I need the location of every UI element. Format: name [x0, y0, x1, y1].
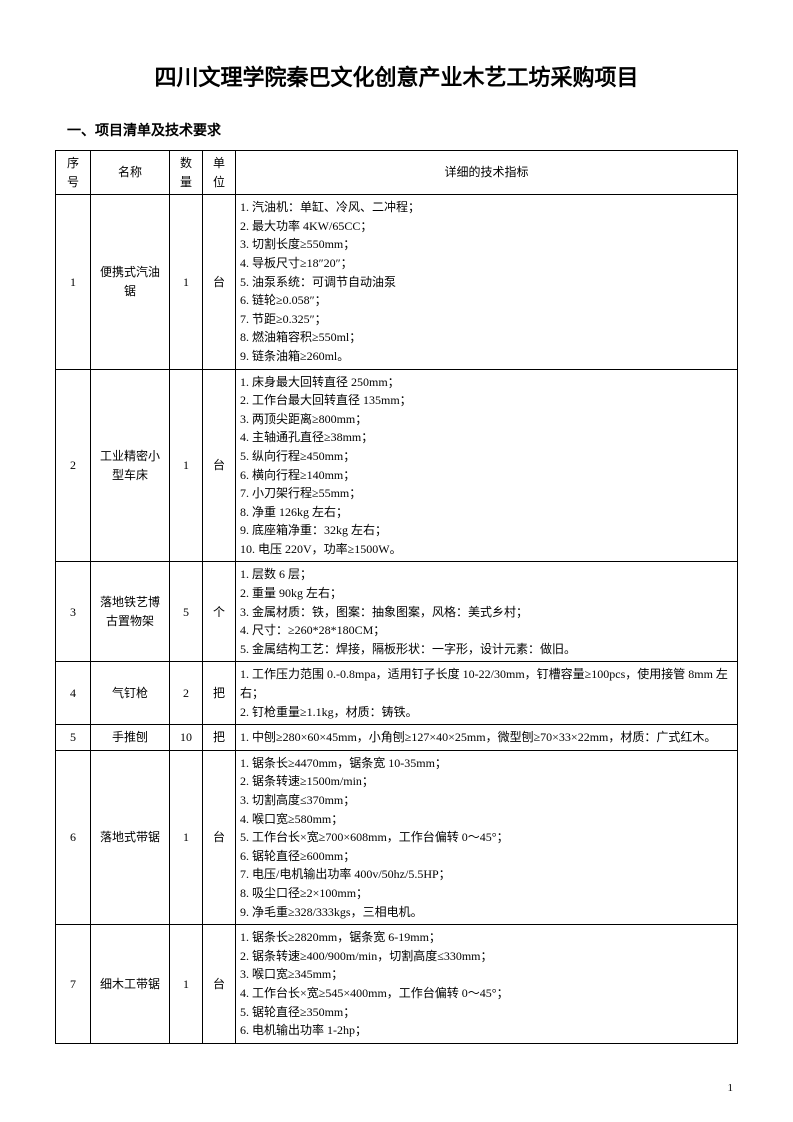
- cell-qty: 1: [170, 925, 203, 1044]
- spec-line: 2. 锯条转速≥400/900m/min，切割高度≤330mm；: [240, 947, 733, 966]
- spec-line: 5. 锯轮直径≥350mm；: [240, 1003, 733, 1022]
- cell-qty: 10: [170, 725, 203, 751]
- table-row: 7细木工带锯1台1. 锯条长≥2820mm，锯条宽 6-19mm；2. 锯条转速…: [56, 925, 738, 1044]
- spec-line: 6. 链轮≥0.058″；: [240, 291, 733, 310]
- cell-unit: 台: [203, 925, 236, 1044]
- spec-line: 3. 喉口宽≥345mm；: [240, 965, 733, 984]
- spec-line: 7. 小刀架行程≥55mm；: [240, 484, 733, 503]
- cell-unit: 台: [203, 750, 236, 924]
- spec-line: 1. 锯条长≥2820mm，锯条宽 6-19mm；: [240, 928, 733, 947]
- spec-line: 3. 金属材质：铁，图案：抽象图案，风格：美式乡村；: [240, 603, 733, 622]
- spec-line: 2. 钉枪重量≥1.1kg，材质：铸铁。: [240, 703, 733, 722]
- document-title: 四川文理学院秦巴文化创意产业木艺工坊采购项目: [55, 60, 738, 92]
- cell-seq: 2: [56, 369, 91, 562]
- spec-line: 8. 吸尘口径≥2×100mm；: [240, 884, 733, 903]
- cell-seq: 5: [56, 725, 91, 751]
- header-spec: 详细的技术指标: [236, 151, 738, 195]
- cell-name: 落地式带锯: [91, 750, 170, 924]
- cell-seq: 7: [56, 925, 91, 1044]
- spec-line: 4. 主轴通孔直径≥38mm；: [240, 428, 733, 447]
- cell-seq: 6: [56, 750, 91, 924]
- spec-line: 4. 工作台长×宽≥545×400mm，工作台偏转 0～45°；: [240, 984, 733, 1003]
- cell-name: 落地铁艺博古置物架: [91, 562, 170, 662]
- cell-name: 便携式汽油锯: [91, 195, 170, 369]
- table-row: 1便携式汽油锯1台1. 汽油机：单缸、冷风、二冲程；2. 最大功率 4KW/65…: [56, 195, 738, 369]
- cell-qty: 2: [170, 662, 203, 725]
- spec-table: 序 号 名称 数 量 单 位 详细的技术指标 1便携式汽油锯1台1. 汽油机：单…: [55, 150, 738, 1044]
- table-header-row: 序 号 名称 数 量 单 位 详细的技术指标: [56, 151, 738, 195]
- header-seq: 序 号: [56, 151, 91, 195]
- spec-line: 7. 节距≥0.325″；: [240, 310, 733, 329]
- cell-spec: 1. 床身最大回转直径 250mm；2. 工作台最大回转直径 135mm；3. …: [236, 369, 738, 562]
- spec-line: 2. 重量 90kg 左右；: [240, 584, 733, 603]
- cell-name: 细木工带锯: [91, 925, 170, 1044]
- table-row: 6落地式带锯1台1. 锯条长≥4470mm，锯条宽 10-35mm；2. 锯条转…: [56, 750, 738, 924]
- spec-line: 3. 切割高度≤370mm；: [240, 791, 733, 810]
- cell-name: 手推刨: [91, 725, 170, 751]
- cell-spec: 1. 汽油机：单缸、冷风、二冲程；2. 最大功率 4KW/65CC；3. 切割长…: [236, 195, 738, 369]
- cell-spec: 1. 工作压力范围 0.-0.8mpa，适用钉子长度 10-22/30mm，钉槽…: [236, 662, 738, 725]
- table-row: 5手推刨10把1. 中刨≥280×60×45mm，小角刨≥127×40×25mm…: [56, 725, 738, 751]
- spec-line: 1. 汽油机：单缸、冷风、二冲程；: [240, 198, 733, 217]
- spec-line: 3. 两顶尖距离≥800mm；: [240, 410, 733, 429]
- cell-seq: 3: [56, 562, 91, 662]
- cell-spec: 1. 中刨≥280×60×45mm，小角刨≥127×40×25mm，微型刨≥70…: [236, 725, 738, 751]
- spec-line: 5. 金属结构工艺：焊接，隔板形状：一字形，设计元素：做旧。: [240, 640, 733, 659]
- cell-unit: 把: [203, 662, 236, 725]
- table-row: 2工业精密小型车床1台1. 床身最大回转直径 250mm；2. 工作台最大回转直…: [56, 369, 738, 562]
- cell-unit: 台: [203, 369, 236, 562]
- spec-line: 2. 工作台最大回转直径 135mm；: [240, 391, 733, 410]
- spec-line: 6. 横向行程≥140mm；: [240, 466, 733, 485]
- spec-line: 7. 电压/电机输出功率 400v/50hz/5.5HP；: [240, 865, 733, 884]
- spec-line: 1. 层数 6 层；: [240, 565, 733, 584]
- spec-line: 1. 床身最大回转直径 250mm；: [240, 373, 733, 392]
- cell-seq: 4: [56, 662, 91, 725]
- spec-line: 6. 锯轮直径≥600mm；: [240, 847, 733, 866]
- spec-line: 9. 净毛重≥328/333kgs，三相电机。: [240, 903, 733, 922]
- table-row: 3落地铁艺博古置物架5个1. 层数 6 层；2. 重量 90kg 左右；3. 金…: [56, 562, 738, 662]
- cell-spec: 1. 锯条长≥2820mm，锯条宽 6-19mm；2. 锯条转速≥400/900…: [236, 925, 738, 1044]
- cell-qty: 5: [170, 562, 203, 662]
- cell-qty: 1: [170, 195, 203, 369]
- header-unit: 单 位: [203, 151, 236, 195]
- cell-qty: 1: [170, 369, 203, 562]
- spec-line: 5. 纵向行程≥450mm；: [240, 447, 733, 466]
- spec-line: 3. 切割长度≥550mm；: [240, 235, 733, 254]
- spec-line: 4. 喉口宽≥580mm；: [240, 810, 733, 829]
- table-row: 4气钉枪2把1. 工作压力范围 0.-0.8mpa，适用钉子长度 10-22/3…: [56, 662, 738, 725]
- cell-name: 气钉枪: [91, 662, 170, 725]
- spec-line: 8. 燃油箱容积≥550ml；: [240, 328, 733, 347]
- cell-unit: 台: [203, 195, 236, 369]
- cell-qty: 1: [170, 750, 203, 924]
- spec-line: 8. 净重 126kg 左右；: [240, 503, 733, 522]
- spec-line: 1. 工作压力范围 0.-0.8mpa，适用钉子长度 10-22/30mm，钉槽…: [240, 665, 733, 702]
- spec-line: 5. 油泵系统：可调节自动油泵: [240, 273, 733, 292]
- header-name: 名称: [91, 151, 170, 195]
- spec-line: 1. 锯条长≥4470mm，锯条宽 10-35mm；: [240, 754, 733, 773]
- spec-line: 5. 工作台长×宽≥700×608mm，工作台偏转 0～45°；: [240, 828, 733, 847]
- spec-line: 9. 底座箱净重：32kg 左右；: [240, 521, 733, 540]
- spec-line: 1. 中刨≥280×60×45mm，小角刨≥127×40×25mm，微型刨≥70…: [240, 728, 733, 747]
- spec-line: 4. 导板尺寸≥18″20″；: [240, 254, 733, 273]
- page-number: 1: [728, 1082, 734, 1094]
- cell-spec: 1. 层数 6 层；2. 重量 90kg 左右；3. 金属材质：铁，图案：抽象图…: [236, 562, 738, 662]
- spec-line: 6. 电机输出功率 1-2hp；: [240, 1021, 733, 1040]
- spec-line: 9. 链条油箱≥260ml。: [240, 347, 733, 366]
- cell-unit: 把: [203, 725, 236, 751]
- spec-line: 2. 最大功率 4KW/65CC；: [240, 217, 733, 236]
- spec-line: 10. 电压 220V，功率≥1500W。: [240, 540, 733, 559]
- cell-unit: 个: [203, 562, 236, 662]
- spec-line: 2. 锯条转速≥1500m/min；: [240, 772, 733, 791]
- cell-name: 工业精密小型车床: [91, 369, 170, 562]
- section-heading: 一、项目清单及技术要求: [55, 120, 738, 140]
- spec-line: 4. 尺寸：≥260*28*180CM；: [240, 621, 733, 640]
- cell-spec: 1. 锯条长≥4470mm，锯条宽 10-35mm；2. 锯条转速≥1500m/…: [236, 750, 738, 924]
- cell-seq: 1: [56, 195, 91, 369]
- header-qty: 数 量: [170, 151, 203, 195]
